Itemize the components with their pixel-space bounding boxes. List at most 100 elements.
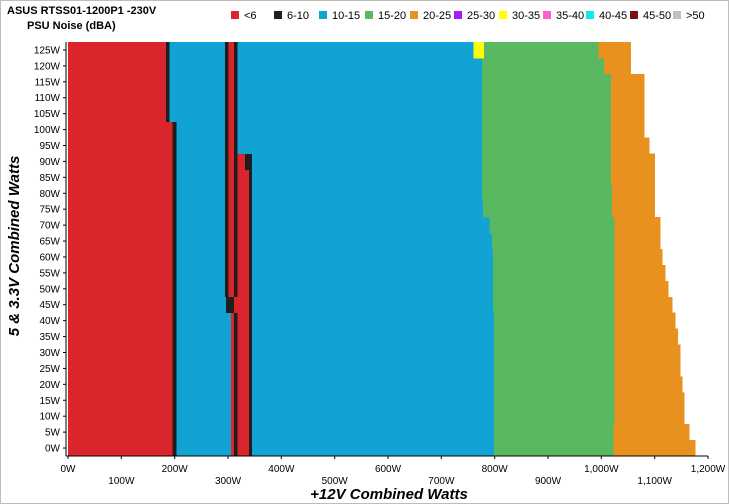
- heatmap-cell-110w-0: [68, 89, 167, 107]
- heatmap-cell-85w-8: [252, 169, 483, 186]
- heatmap-cell-45w-3: [225, 296, 235, 314]
- x-tick-label: 1,100W: [637, 476, 672, 487]
- heatmap-cell-25w-2: [176, 360, 232, 377]
- legend-label: 30-35: [512, 10, 540, 22]
- heatmap-cell-125w-0: [68, 42, 167, 59]
- legend-label: 10-15: [332, 10, 360, 22]
- heatmap-cell-0w-9: [613, 440, 696, 457]
- y-tick-label: 115W: [35, 77, 61, 88]
- legend: <6 6-10 10-15 15-20 20-25 25-30 30-35 35-40 40-4…: [231, 10, 705, 22]
- heatmap-cell-85w-6: [237, 169, 250, 186]
- y-tick-label: 85W: [39, 173, 60, 184]
- x-tick-label: 100W: [108, 476, 135, 487]
- heatmap-cell-65w-4: [228, 233, 235, 250]
- heatmap-cell-60w-5: [233, 249, 238, 266]
- legend-label: 35-40: [556, 10, 584, 22]
- heatmap-cell-125w-6: [237, 42, 474, 59]
- legend-label: >50: [686, 10, 705, 22]
- heatmap-cell-115w-7: [481, 73, 612, 91]
- heatmap-cell-115w-2: [169, 73, 226, 91]
- heatmap-cell-75w-4: [228, 201, 235, 218]
- heatmap-cell-90w-9: [481, 153, 612, 170]
- y-tick-label: 0W: [45, 444, 61, 455]
- legend-swatch: [319, 11, 327, 19]
- heatmap-cell-35w-3: [231, 328, 235, 345]
- heatmap-cell-115w-8: [610, 73, 645, 91]
- heatmap-cell-0w-3: [231, 440, 235, 457]
- heatmap-cell-10w-5: [237, 408, 250, 425]
- heatmap-cell-25w-0: [68, 360, 173, 377]
- x-tick-label: 1,000W: [584, 464, 619, 475]
- legend-swatch: [673, 11, 681, 19]
- heatmap-cell-105w-3: [224, 105, 229, 123]
- heatmap-cell-65w-2: [176, 233, 226, 250]
- heatmap-cell-5w-1: [172, 424, 177, 441]
- heatmap-cell-85w-4: [228, 169, 235, 186]
- heatmap-cell-120w-4: [228, 57, 235, 75]
- heatmap-cell-70w-6: [237, 217, 250, 234]
- heatmap-cell-70w-8: [252, 217, 490, 234]
- y-tick-label: 10W: [39, 412, 60, 423]
- heatmap-cell-70w-2: [176, 217, 226, 234]
- heatmap-cell-20w-3: [231, 376, 235, 393]
- heatmap-cell-10w-9: [614, 408, 685, 425]
- heatmap-cell-70w-0: [68, 217, 173, 234]
- heatmap-cell-15w-9: [614, 392, 685, 409]
- heatmap-cell-40w-4: [233, 312, 238, 330]
- heatmap-cell-10w-4: [233, 408, 238, 425]
- heatmap-cell-110w-6: [237, 89, 483, 107]
- heatmap-cell-40w-8: [494, 312, 616, 330]
- heatmap-cell-55w-0: [68, 264, 173, 282]
- heatmap-cell-120w-1: [166, 57, 170, 75]
- legend-swatch: [365, 11, 373, 19]
- y-tick-label: 60W: [39, 252, 60, 263]
- heatmap-cell-45w-5: [248, 296, 253, 314]
- x-tick-label: 700W: [428, 476, 455, 487]
- heatmap-cell-120w-5: [233, 57, 238, 75]
- heatmap-cell-50w-1: [172, 280, 177, 298]
- x-tick-label: 400W: [268, 464, 295, 475]
- heatmap-cell-105w-7: [481, 105, 612, 123]
- heatmap-cell-90w-8: [252, 153, 483, 170]
- heatmap-cell-15w-1: [172, 392, 177, 409]
- heatmap-cell-75w-6: [237, 201, 250, 218]
- heatmap-cell-20w-0: [68, 376, 173, 393]
- heatmap-cell-35w-9: [614, 328, 678, 345]
- y-tick-label: 5W: [45, 428, 61, 439]
- heatmap-cell-100w-6: [237, 121, 483, 138]
- heatmap-cell-65w-10: [614, 233, 661, 250]
- heatmap-cell-65w-0: [68, 233, 173, 250]
- heatmap-cell-5w-5: [237, 424, 250, 441]
- heatmap-cell-120w-3: [224, 57, 229, 75]
- heatmap-cell-125w-7: [473, 42, 485, 59]
- heatmap-cell-25w-8: [494, 360, 616, 377]
- heatmap-cell-105w-1: [166, 105, 170, 123]
- heatmap-cell-75w-7: [248, 201, 253, 218]
- heatmap-cell-80w-4: [228, 185, 235, 202]
- heatmap-cell-60w-9: [493, 249, 616, 266]
- chart-title: ASUS RTSS01-1200P1 -230V: [7, 5, 157, 17]
- heatmap-cell-85w-5: [233, 169, 238, 186]
- heatmap-cell-55w-1: [172, 264, 177, 282]
- heatmap-cell-95w-8: [610, 137, 650, 154]
- heatmap-cell-15w-0: [68, 392, 173, 409]
- heatmap-cell-90w-4: [228, 153, 235, 170]
- heatmap-cell-105w-8: [610, 105, 645, 123]
- heatmap-cell-125w-2: [169, 42, 226, 59]
- legend-swatch: [274, 11, 282, 19]
- heatmap-cell-75w-10: [612, 201, 656, 218]
- heatmap-cell-95w-3: [224, 137, 229, 154]
- heatmap-cell-40w-1: [172, 312, 177, 330]
- heatmap-cell-60w-1: [172, 249, 177, 266]
- heatmap-cell-110w-7: [481, 89, 612, 107]
- heatmap-cell-70w-9: [489, 217, 616, 234]
- heatmap-cell-80w-0: [68, 185, 173, 202]
- heatmap-cell-15w-7: [252, 392, 495, 409]
- heatmap-cell-40w-2: [176, 312, 232, 330]
- heatmap-cell-120w-7: [481, 57, 605, 75]
- y-tick-label: 105W: [34, 109, 61, 120]
- heatmap-cell-0w-2: [176, 440, 232, 457]
- heatmap-cell-75w-5: [233, 201, 238, 218]
- heatmap-cell-70w-3: [224, 217, 229, 234]
- x-tick-label: 200W: [162, 464, 189, 475]
